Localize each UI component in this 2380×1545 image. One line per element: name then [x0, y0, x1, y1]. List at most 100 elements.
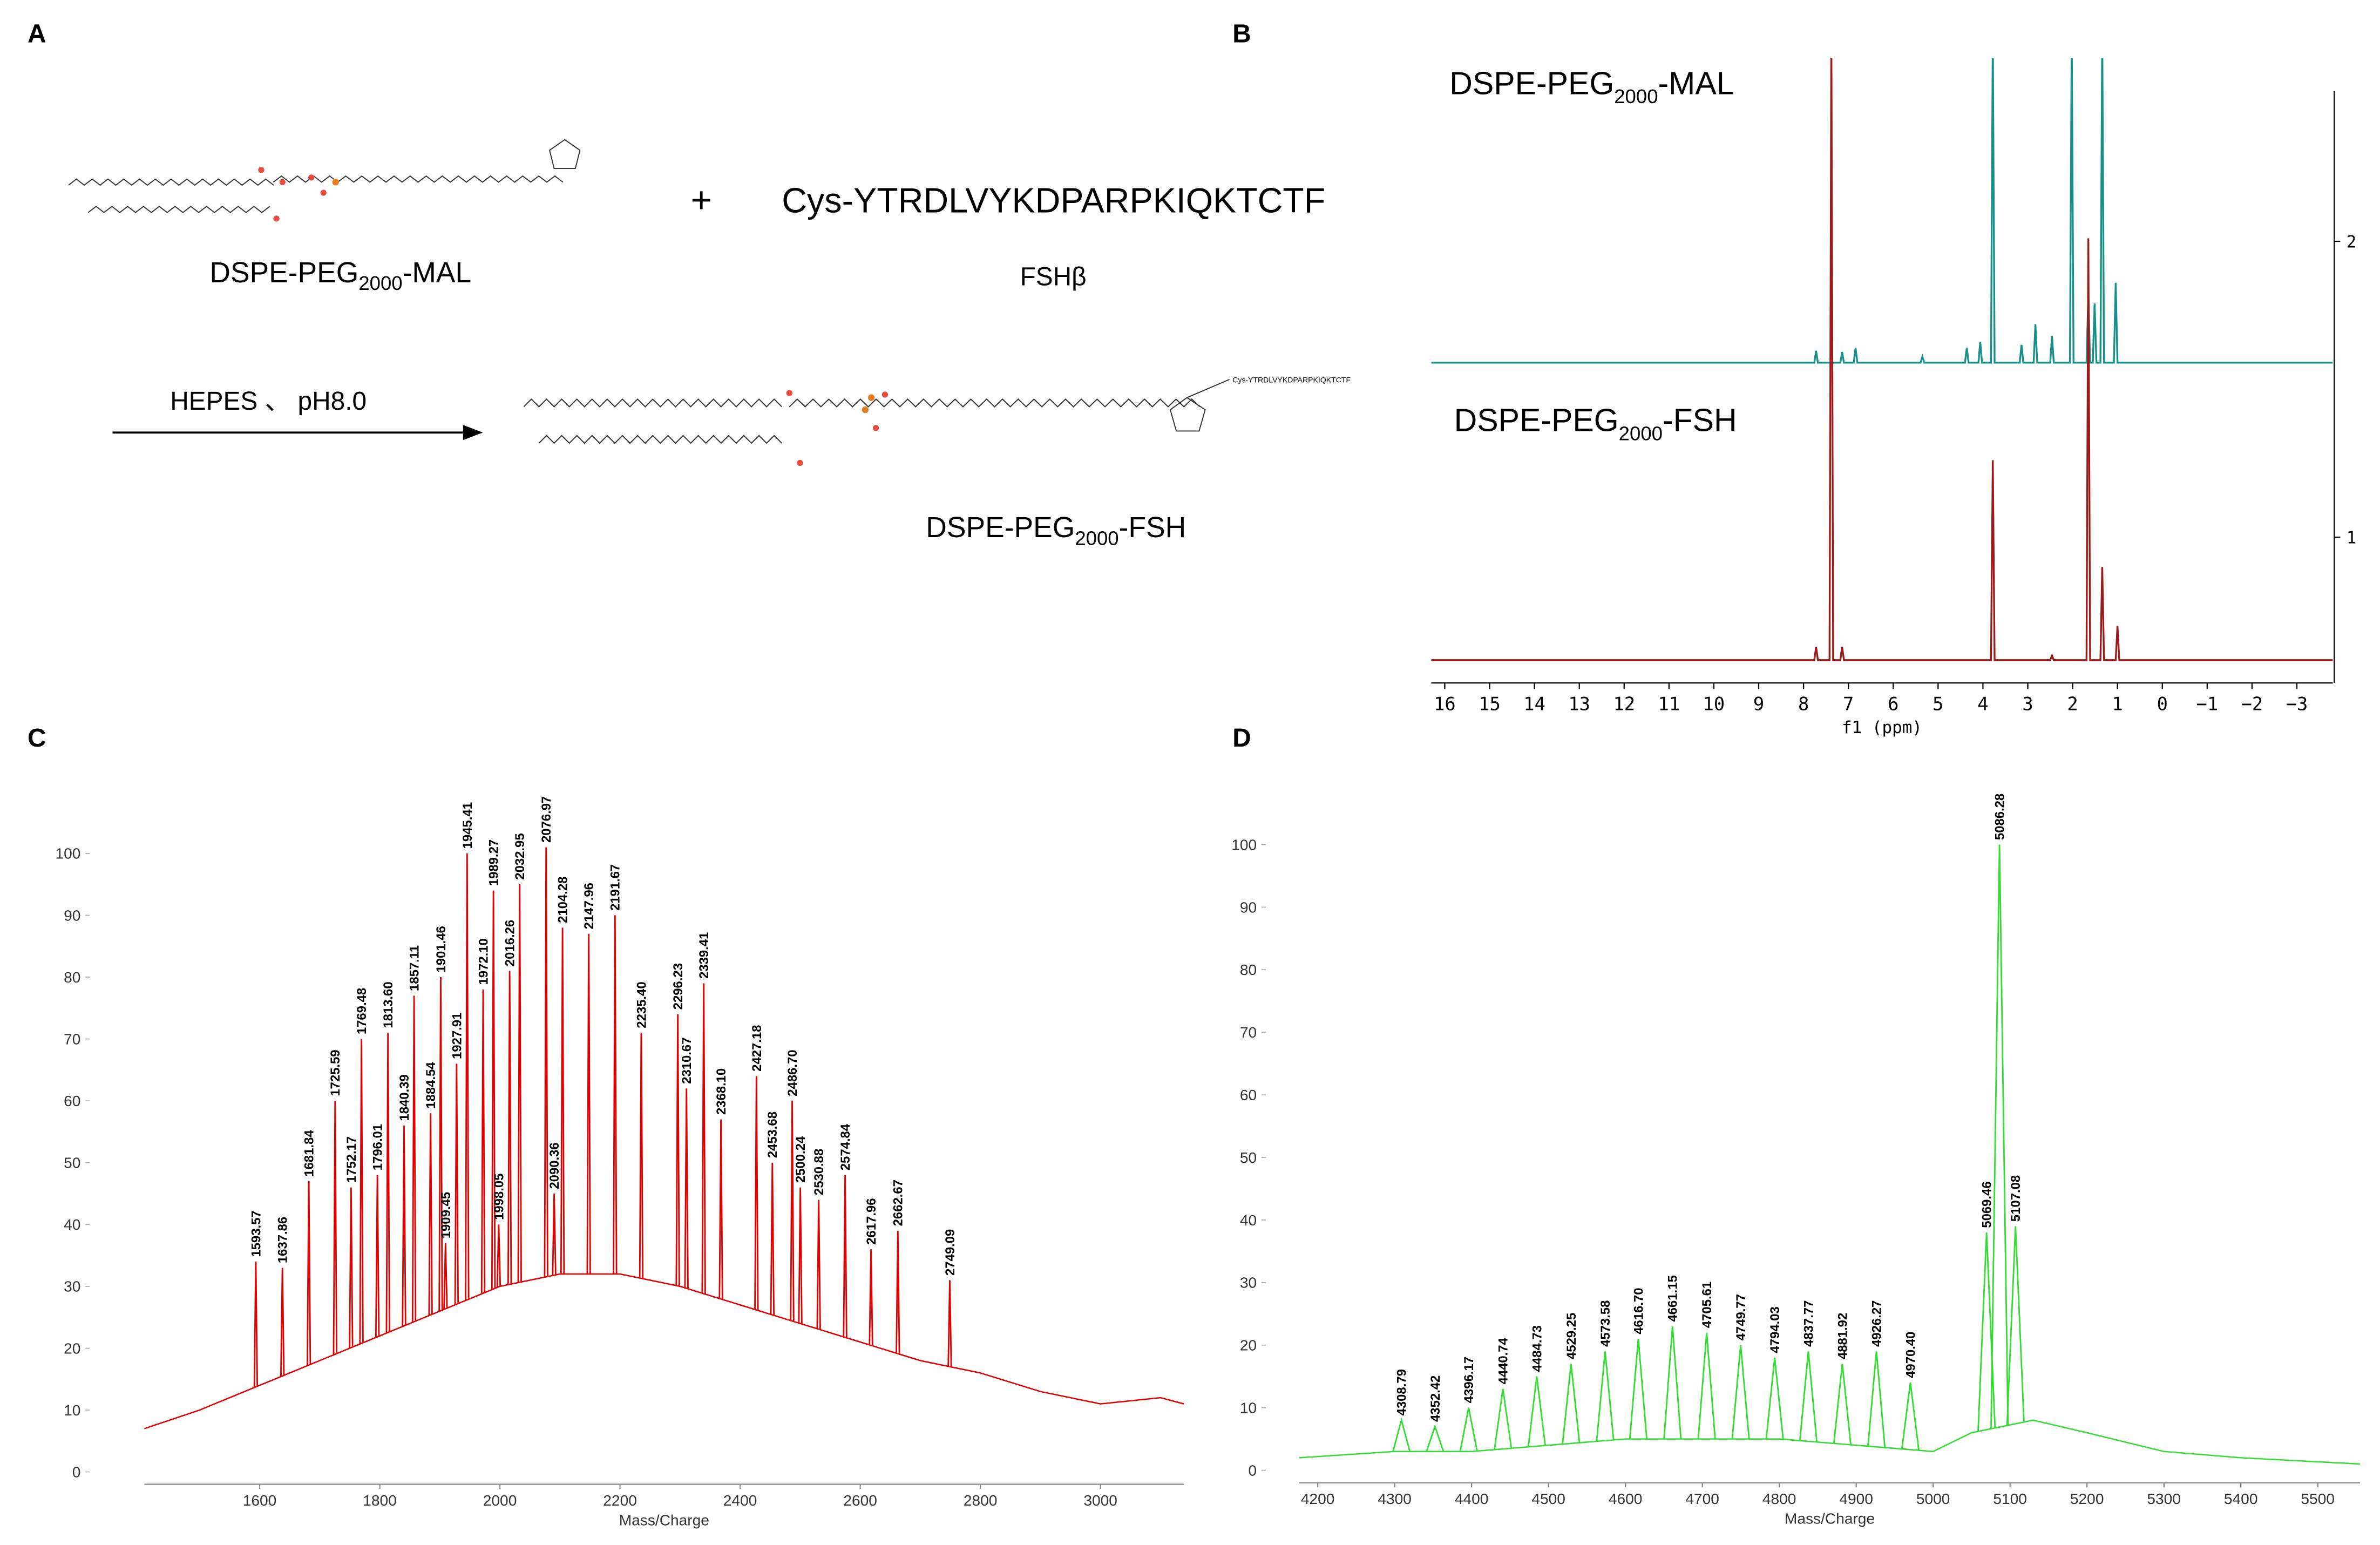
peak [359, 1039, 364, 1344]
peak-label: 2104.28 [556, 877, 571, 923]
peak [253, 1262, 259, 1388]
label-part: DSPE-PEG [926, 512, 1075, 544]
atom [332, 179, 339, 186]
arrow-head [463, 425, 483, 441]
x-tick-label: 5300 [2147, 1490, 2181, 1507]
panel-label: D [1232, 724, 1251, 753]
x-tick-label: 5500 [2301, 1490, 2335, 1507]
y-tick-label: 30 [64, 1278, 80, 1295]
peak [1833, 1364, 1852, 1445]
peak [586, 933, 591, 1274]
envelope-line [1299, 1419, 2361, 1465]
x-axis-label: Mass/Charge [1785, 1510, 1875, 1527]
peak [770, 1162, 775, 1316]
y-tick-label: 80 [64, 969, 80, 986]
label-part: DSPE-PEG [1449, 65, 1614, 101]
peak-label: 4352.42 [1428, 1375, 1443, 1422]
x-tick-label: 2800 [964, 1492, 998, 1509]
atom [308, 174, 315, 181]
x-tick-label: 12 [1613, 694, 1635, 715]
label-part: -FSH [1119, 512, 1186, 544]
series-label: DSPE-PEG2000-FSH [1454, 402, 1737, 444]
peak-label: 4573.58 [1598, 1300, 1613, 1347]
product-label: DSPE-PEG2000-FSH [926, 512, 1186, 549]
peak [947, 1280, 952, 1367]
peak-label: 1769.48 [355, 988, 369, 1034]
peak [552, 1193, 557, 1276]
peak-label: 1593.57 [249, 1210, 263, 1257]
peak-label: 2662.67 [891, 1180, 906, 1226]
panel-label: C [28, 724, 46, 753]
peak-label: 4484.73 [1530, 1325, 1544, 1372]
y2-tick-label: 2 [2347, 232, 2357, 252]
peak [306, 1181, 311, 1366]
y-tick-label: 20 [64, 1340, 80, 1357]
peak-label: 2339.41 [697, 932, 711, 979]
x-tick-label: 1600 [243, 1492, 277, 1509]
peak-label: 1927.91 [450, 1013, 464, 1059]
peak-label: 4837.77 [1801, 1300, 1816, 1347]
peak [385, 1033, 390, 1333]
peak-label: 1796.01 [371, 1124, 385, 1170]
spectrum-line [1431, 57, 2333, 364]
x-tick-label: 7 [1843, 694, 1854, 715]
peak [798, 1187, 803, 1324]
y-tick-label: 30 [1240, 1275, 1257, 1291]
peak-label: 4749.77 [1734, 1294, 1748, 1340]
peak-label: 4440.74 [1496, 1337, 1511, 1384]
peak [684, 1088, 689, 1289]
y-tick-label: 20 [1240, 1337, 1257, 1354]
peak-label: 2147.96 [582, 883, 596, 929]
spectrum-line [1431, 57, 2333, 661]
x-tick-label: 4600 [1609, 1490, 1643, 1507]
charts: 16 15 14 13 12 11 10 9 8 7 6 5 4 3 2 1 0 −1 −2 −3f1 (ppm)12… [55, 57, 2361, 1528]
peak [491, 890, 496, 1290]
peak-label: 1752.17 [344, 1136, 359, 1183]
y-tick-label: 100 [55, 845, 80, 862]
reactant-label: DSPE-PEG2000-MAL [209, 257, 471, 294]
peak-label: 4396.17 [1462, 1357, 1476, 1403]
peak [718, 1119, 723, 1300]
x-tick-label: 1 [2112, 694, 2123, 715]
peak [454, 1063, 459, 1305]
atom [867, 394, 875, 401]
peak-label: 2368.10 [714, 1068, 729, 1115]
peak [333, 1101, 337, 1355]
x-tick-label: 9 [1753, 694, 1764, 715]
peak-label: 4794.03 [1768, 1306, 1782, 1353]
x-tick-label: 3000 [1083, 1492, 1117, 1509]
peak [480, 989, 486, 1294]
x-tick-label: 4 [1977, 694, 1988, 715]
x-tick-label: 14 [1523, 694, 1545, 715]
peak [1527, 1376, 1546, 1447]
peak-label: 2076.97 [539, 796, 554, 843]
peak [402, 1125, 406, 1327]
atom [258, 167, 265, 173]
peak-label: 1998.05 [492, 1174, 506, 1220]
peak [675, 1014, 680, 1286]
peak [443, 1243, 448, 1310]
peak [1697, 1332, 1716, 1439]
y-tick-label: 40 [1240, 1212, 1257, 1229]
atom [279, 179, 286, 185]
bond-chain [523, 398, 782, 408]
peak [411, 995, 417, 1323]
bond-chain [68, 178, 274, 186]
peak [1392, 1417, 1411, 1452]
peak [517, 884, 522, 1283]
envelope-line [144, 1273, 1184, 1429]
x-tick-label: 4300 [1378, 1490, 1412, 1507]
atom [882, 391, 889, 398]
x-tick-label: −1 [2196, 694, 2219, 715]
atom [786, 390, 792, 396]
peak-label: 2530.88 [812, 1149, 826, 1195]
y-tick-label: 90 [64, 907, 80, 924]
peak-label: 1901.46 [434, 926, 449, 972]
y-tick-label: 0 [1249, 1462, 1257, 1479]
x-tick-label: 2 [2067, 694, 2078, 715]
x-tick-label: 4200 [1301, 1490, 1335, 1507]
x-tick-label: 5 [1933, 694, 1943, 715]
peak-label: 1989.27 [487, 839, 501, 886]
peak [428, 1113, 433, 1316]
peak-label: 2016.26 [503, 920, 518, 966]
